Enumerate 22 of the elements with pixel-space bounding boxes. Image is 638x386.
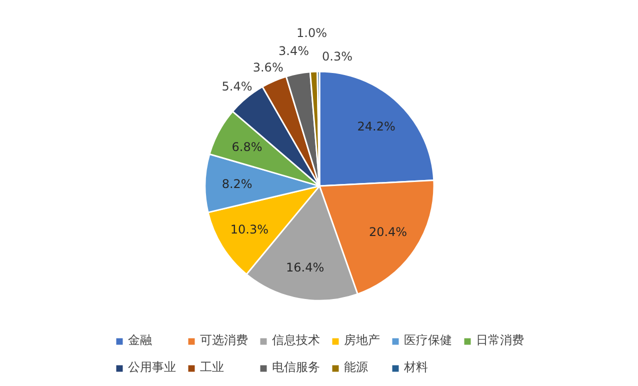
legend-label: 公用事业 [128,359,176,376]
legend-label: 金融 [128,332,152,349]
data-label: 6.8% [232,140,262,154]
legend-label: 医疗保健 [404,332,452,349]
legend-label: 信息技术 [272,332,320,349]
data-label: 10.3% [230,222,269,237]
data-label: 3.4% [278,44,309,58]
legend-label: 材料 [404,359,428,376]
data-label: 8.2% [222,176,252,191]
data-label: 0.3% [322,50,353,64]
legend-label: 电信服务 [272,359,320,376]
data-label: 3.6% [252,60,284,74]
legend-label: 可选消费 [200,332,248,349]
legend-label: 工业 [200,359,224,376]
data-label: 1.0% [296,26,328,40]
data-label: 5.4% [222,79,252,94]
legend-label: 房地产 [344,332,380,349]
data-label: 16.4% [286,260,324,274]
data-label: 20.4% [368,224,408,239]
data-label: 24.2% [357,119,396,134]
legend-label: 日常消费 [476,332,524,349]
legend-label: 能源 [344,359,368,376]
